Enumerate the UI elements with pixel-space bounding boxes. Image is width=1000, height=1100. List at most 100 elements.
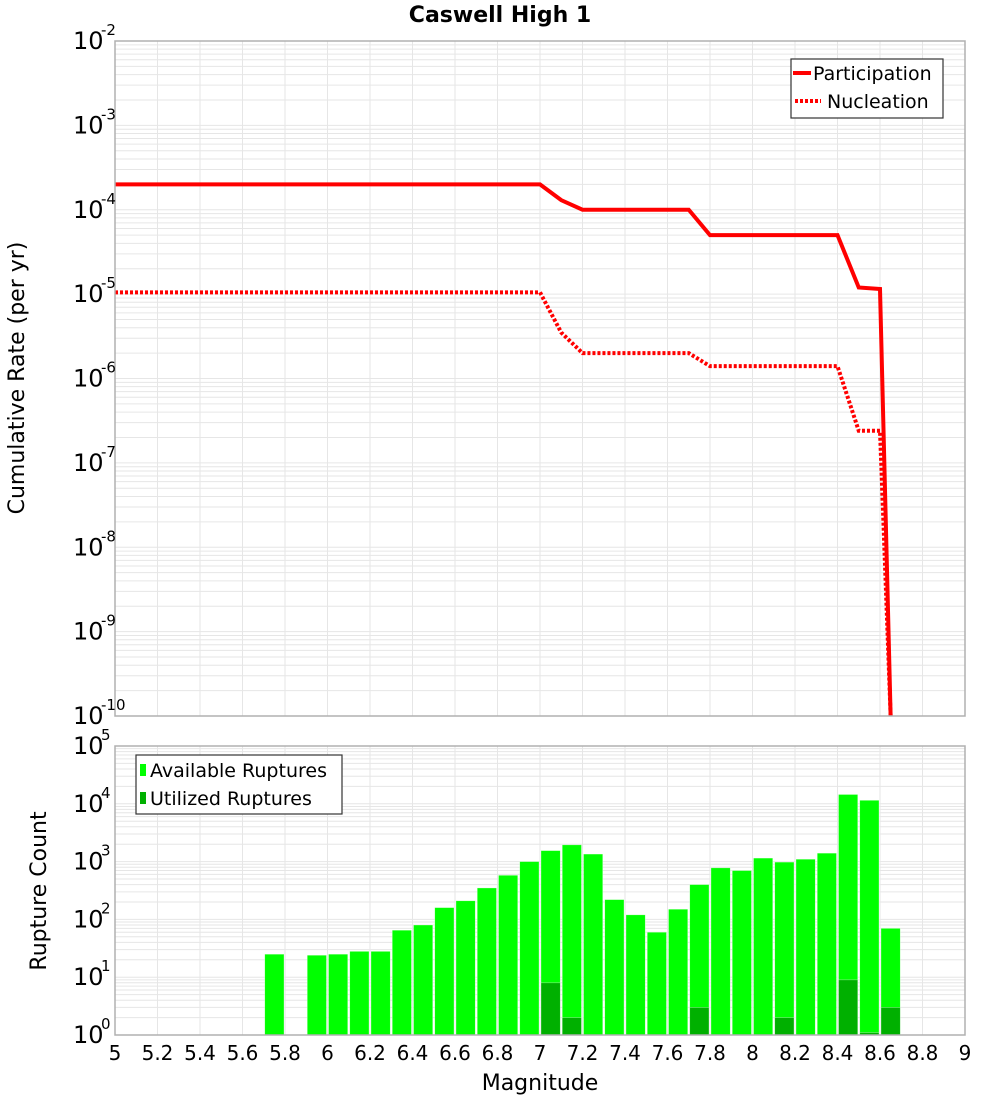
available-bar: [499, 875, 518, 1035]
utilized-bar: [775, 1018, 794, 1035]
x-axis-label: Magnitude: [482, 1071, 599, 1096]
utilized-bar: [881, 1007, 900, 1035]
y-tick-label: 10: [73, 365, 104, 393]
rupture-legend: Available Ruptures Utilized Ruptures: [136, 755, 342, 814]
y-tick-exponent: -6: [101, 359, 116, 377]
x-tick-label: 5: [109, 1041, 122, 1065]
available-bar: [414, 925, 433, 1035]
x-tick-label: 5.2: [142, 1041, 174, 1065]
y-tick-label: 10: [73, 848, 104, 876]
x-tick-label: 6.2: [354, 1041, 386, 1065]
y-tick-label: 10: [73, 905, 104, 933]
rupture-y-axis-label: Rupture Count: [27, 811, 52, 971]
available-bar: [669, 909, 688, 1035]
y-tick-label: 10: [73, 618, 104, 646]
available-bar: [307, 955, 326, 1035]
y-tick-label: 10: [73, 27, 104, 55]
available-bar: [371, 951, 390, 1035]
x-tick-label: 7.4: [609, 1041, 641, 1065]
x-tick-label: 6.6: [439, 1041, 471, 1065]
legend-nucleation: Nucleation: [827, 91, 929, 113]
x-tick-label: 8.2: [779, 1041, 811, 1065]
x-tick-label: 8: [746, 1041, 759, 1065]
y-tick-label: 10: [73, 790, 104, 818]
legend-available: Available Ruptures: [150, 760, 327, 782]
x-tick-label: 8.8: [907, 1041, 939, 1065]
y-tick-exponent: -9: [101, 612, 116, 630]
y-tick-exponent: -7: [101, 443, 116, 461]
available-bar: [584, 854, 603, 1035]
chart-title: Caswell High 1: [409, 3, 591, 28]
x-tick-label: 5.4: [184, 1041, 216, 1065]
y-tick-exponent: 2: [101, 899, 111, 917]
available-swatch-icon: [140, 764, 146, 776]
x-tick-label: 6: [321, 1041, 334, 1065]
available-bar: [392, 930, 411, 1035]
y-tick-label: 10: [73, 533, 104, 561]
y-tick-label: 10: [73, 1021, 104, 1049]
y-tick-exponent: -10: [101, 696, 126, 714]
y-tick-label: 10: [73, 111, 104, 139]
x-tick-label: 6.4: [397, 1041, 429, 1065]
available-bar: [626, 915, 645, 1035]
available-bar: [265, 954, 284, 1035]
rate-plot-grid: [115, 41, 965, 716]
x-tick-label: 7.6: [652, 1041, 684, 1065]
legend-utilized: Utilized Ruptures: [150, 788, 312, 810]
y-tick-label: 10: [73, 196, 104, 224]
utilized-bar: [562, 1018, 581, 1035]
available-bar: [605, 900, 624, 1035]
x-tick-label: 7.8: [694, 1041, 726, 1065]
available-bar: [435, 908, 454, 1035]
rate-legend: Participation Nucleation: [791, 59, 943, 118]
chart-canvas: Caswell High 1 10-210-310-410-510-610-71…: [0, 0, 1000, 1100]
available-bar: [350, 951, 369, 1035]
y-tick-label: 10: [73, 280, 104, 308]
y-tick-label: 10: [73, 449, 104, 477]
available-bar: [860, 800, 879, 1035]
available-bar: [477, 888, 496, 1035]
x-tick-label: 5.6: [227, 1041, 259, 1065]
available-bar: [732, 871, 751, 1035]
utilized-swatch-icon: [140, 792, 146, 804]
magnitude-x-ticks: 5 5.2 5.4 5.6 5.8 6 6.2 6.4 6.6 6.8 7 7.2 7.4 7.6 7.8 8…: [109, 1041, 972, 1065]
utilized-bar: [690, 1007, 709, 1035]
x-tick-label: 8.4: [822, 1041, 854, 1065]
utilized-bar: [839, 980, 858, 1035]
y-tick-exponent: 0: [101, 1015, 111, 1033]
available-bar: [711, 868, 730, 1035]
y-tick-exponent: 4: [101, 784, 111, 802]
available-bar: [754, 858, 773, 1035]
rupture-count-plot: 105104103102101100 55.25.45.65.866.26.46…: [27, 726, 971, 1096]
rate-plot: 10-210-310-410-510-610-710-810-910-10 Cu…: [5, 21, 965, 730]
y-tick-label: 10: [73, 963, 104, 991]
y-tick-exponent: 1: [101, 957, 111, 975]
rupture-y-ticks: 105104103102101100: [73, 726, 111, 1049]
legend-participation: Participation: [813, 63, 932, 85]
x-tick-label: 7.2: [567, 1041, 599, 1065]
available-bar: [562, 845, 581, 1035]
x-tick-label: 8.6: [864, 1041, 896, 1065]
y-tick-exponent: 5: [101, 726, 111, 744]
available-bar: [647, 932, 666, 1035]
y-tick-label: 10: [73, 732, 104, 760]
x-tick-label: 9: [959, 1041, 972, 1065]
y-tick-exponent: -2: [101, 21, 116, 39]
utilized-bar: [541, 983, 560, 1035]
y-tick-exponent: -5: [101, 274, 116, 292]
y-tick-exponent: 3: [101, 842, 111, 860]
y-tick-label: 10: [73, 702, 104, 730]
available-bar: [456, 901, 475, 1035]
y-tick-exponent: -4: [101, 190, 116, 208]
available-bar: [775, 862, 794, 1035]
available-bar: [796, 859, 815, 1035]
x-tick-label: 6.8: [482, 1041, 514, 1065]
x-tick-label: 7: [534, 1041, 547, 1065]
available-bar: [817, 853, 836, 1035]
rate-y-axis-label: Cumulative Rate (per yr): [5, 242, 30, 515]
y-tick-exponent: -8: [101, 527, 116, 545]
x-tick-label: 5.8: [269, 1041, 301, 1065]
available-bar: [329, 954, 348, 1035]
available-bar: [520, 862, 539, 1035]
y-tick-exponent: -3: [101, 105, 116, 123]
